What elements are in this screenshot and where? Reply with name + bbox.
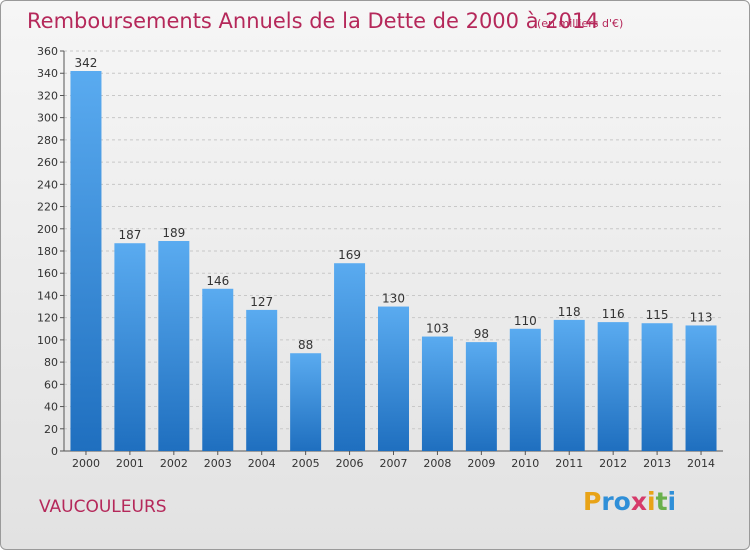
y-tick-label: 180 (37, 245, 58, 258)
y-axis: 0 20 40 60 80 100 120 140 160 180 200 220 240 260 280 3… (37, 45, 723, 458)
y-tick-label: 40 (44, 401, 58, 414)
y-tick-label: 280 (37, 134, 58, 147)
y-tick-label: 340 (37, 67, 58, 80)
y-tick-label: 260 (37, 156, 58, 169)
y-tick-label: 320 (37, 89, 58, 102)
bar-2000 (70, 71, 102, 451)
x-tick-label-2005: 2005 (292, 457, 320, 470)
y-tick-label: 100 (37, 334, 58, 347)
x-tick-label-2002: 2002 (160, 457, 188, 470)
value-label-2014: 113 (690, 310, 713, 324)
x-tick-label-2009: 2009 (467, 457, 495, 470)
bar-2008 (421, 336, 453, 451)
y-tick-label: 360 (37, 45, 58, 58)
value-label-2002: 189 (162, 226, 185, 240)
value-label-2007: 130 (382, 292, 405, 306)
proxiti-logo: Proxiti (583, 487, 677, 516)
commune-name: VAUCOULEURS (39, 497, 167, 517)
bars (70, 71, 717, 451)
value-label-2012: 116 (602, 307, 625, 321)
value-label-2010: 110 (514, 314, 537, 328)
x-tick-label-2014: 2014 (687, 457, 715, 470)
bar-2002 (158, 241, 190, 451)
value-label-2011: 118 (558, 305, 581, 319)
bar-2011 (553, 319, 585, 451)
bar-2001 (114, 243, 146, 451)
x-tick-label-2007: 2007 (380, 457, 408, 470)
bar-2006 (334, 263, 366, 451)
bar-2009 (465, 342, 497, 451)
y-tick-label: 120 (37, 312, 58, 325)
value-label-2013: 115 (646, 308, 669, 322)
y-tick-label: 160 (37, 267, 58, 280)
value-label-2009: 98 (474, 327, 489, 341)
x-tick-label-2011: 2011 (555, 457, 583, 470)
value-label-2004: 127 (250, 295, 273, 309)
value-labels: 342 187 189 146 127 88 169 130 103 98 110 118 116 115… (75, 56, 713, 352)
y-tick-label: 0 (51, 445, 58, 458)
bar-2005 (290, 353, 322, 451)
y-tick-label: 60 (44, 378, 58, 391)
x-tick-label-2013: 2013 (643, 457, 671, 470)
bar-2004 (246, 309, 278, 451)
value-label-2000: 342 (75, 56, 98, 70)
x-tick-label-2001: 2001 (116, 457, 144, 470)
value-label-2008: 103 (426, 322, 449, 336)
bar-2014 (685, 325, 717, 451)
x-axis-ticks: 2000 2001 2002 2003 2004 2005 2006 2007 2008 2009… (72, 451, 715, 470)
value-label-2001: 187 (118, 228, 141, 242)
value-label-2005: 88 (298, 338, 313, 352)
value-label-2003: 146 (206, 274, 229, 288)
x-tick-label-2012: 2012 (599, 457, 627, 470)
y-tick-label: 220 (37, 201, 58, 214)
x-tick-label-2004: 2004 (248, 457, 276, 470)
y-tick-label: 20 (44, 423, 58, 436)
y-tick-label: 300 (37, 112, 58, 125)
x-tick-label-2008: 2008 (423, 457, 451, 470)
x-tick-label-2006: 2006 (336, 457, 364, 470)
bar-2013 (641, 323, 673, 451)
bar-2010 (509, 328, 541, 451)
y-tick-label: 240 (37, 178, 58, 191)
x-tick-label-2000: 2000 (72, 457, 100, 470)
bar-2003 (202, 288, 234, 451)
x-tick-label-2003: 2003 (204, 457, 232, 470)
x-tick-label-2010: 2010 (511, 457, 539, 470)
bar-2012 (597, 322, 629, 451)
y-tick-label: 80 (44, 356, 58, 369)
bar-2007 (378, 306, 409, 451)
value-label-2006: 169 (338, 248, 361, 262)
y-tick-label: 140 (37, 289, 58, 302)
chart-title: Remboursements Annuels de la Dette de 20… (27, 9, 599, 33)
chart-subtitle: (en milliers d'€) (537, 17, 624, 30)
y-tick-label: 200 (37, 223, 58, 236)
